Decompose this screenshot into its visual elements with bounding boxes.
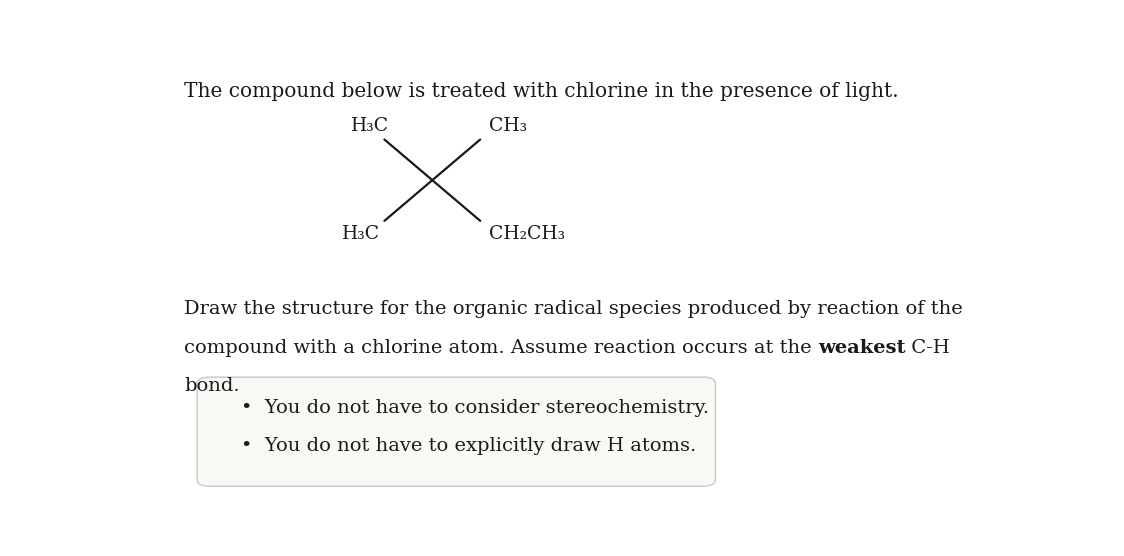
Text: CH₃: CH₃ — [489, 117, 527, 135]
Text: Draw the structure for the organic radical species produced by reaction of the: Draw the structure for the organic radic… — [184, 300, 963, 318]
Text: H₃C: H₃C — [351, 117, 389, 135]
Text: •  You do not have to explicitly draw H atoms.: • You do not have to explicitly draw H a… — [241, 437, 696, 455]
Text: weakest: weakest — [818, 339, 906, 356]
Text: The compound below is treated with chlorine in the presence of light.: The compound below is treated with chlor… — [184, 82, 899, 101]
Text: H₃C: H₃C — [342, 225, 380, 243]
FancyBboxPatch shape — [197, 377, 715, 486]
Text: CH₂CH₃: CH₂CH₃ — [489, 225, 565, 243]
Text: •  You do not have to consider stereochemistry.: • You do not have to consider stereochem… — [241, 399, 709, 416]
Text: compound with a chlorine atom. Assume reaction occurs at the: compound with a chlorine atom. Assume re… — [184, 339, 818, 356]
Text: C-H: C-H — [906, 339, 950, 356]
Text: bond.: bond. — [184, 377, 239, 395]
